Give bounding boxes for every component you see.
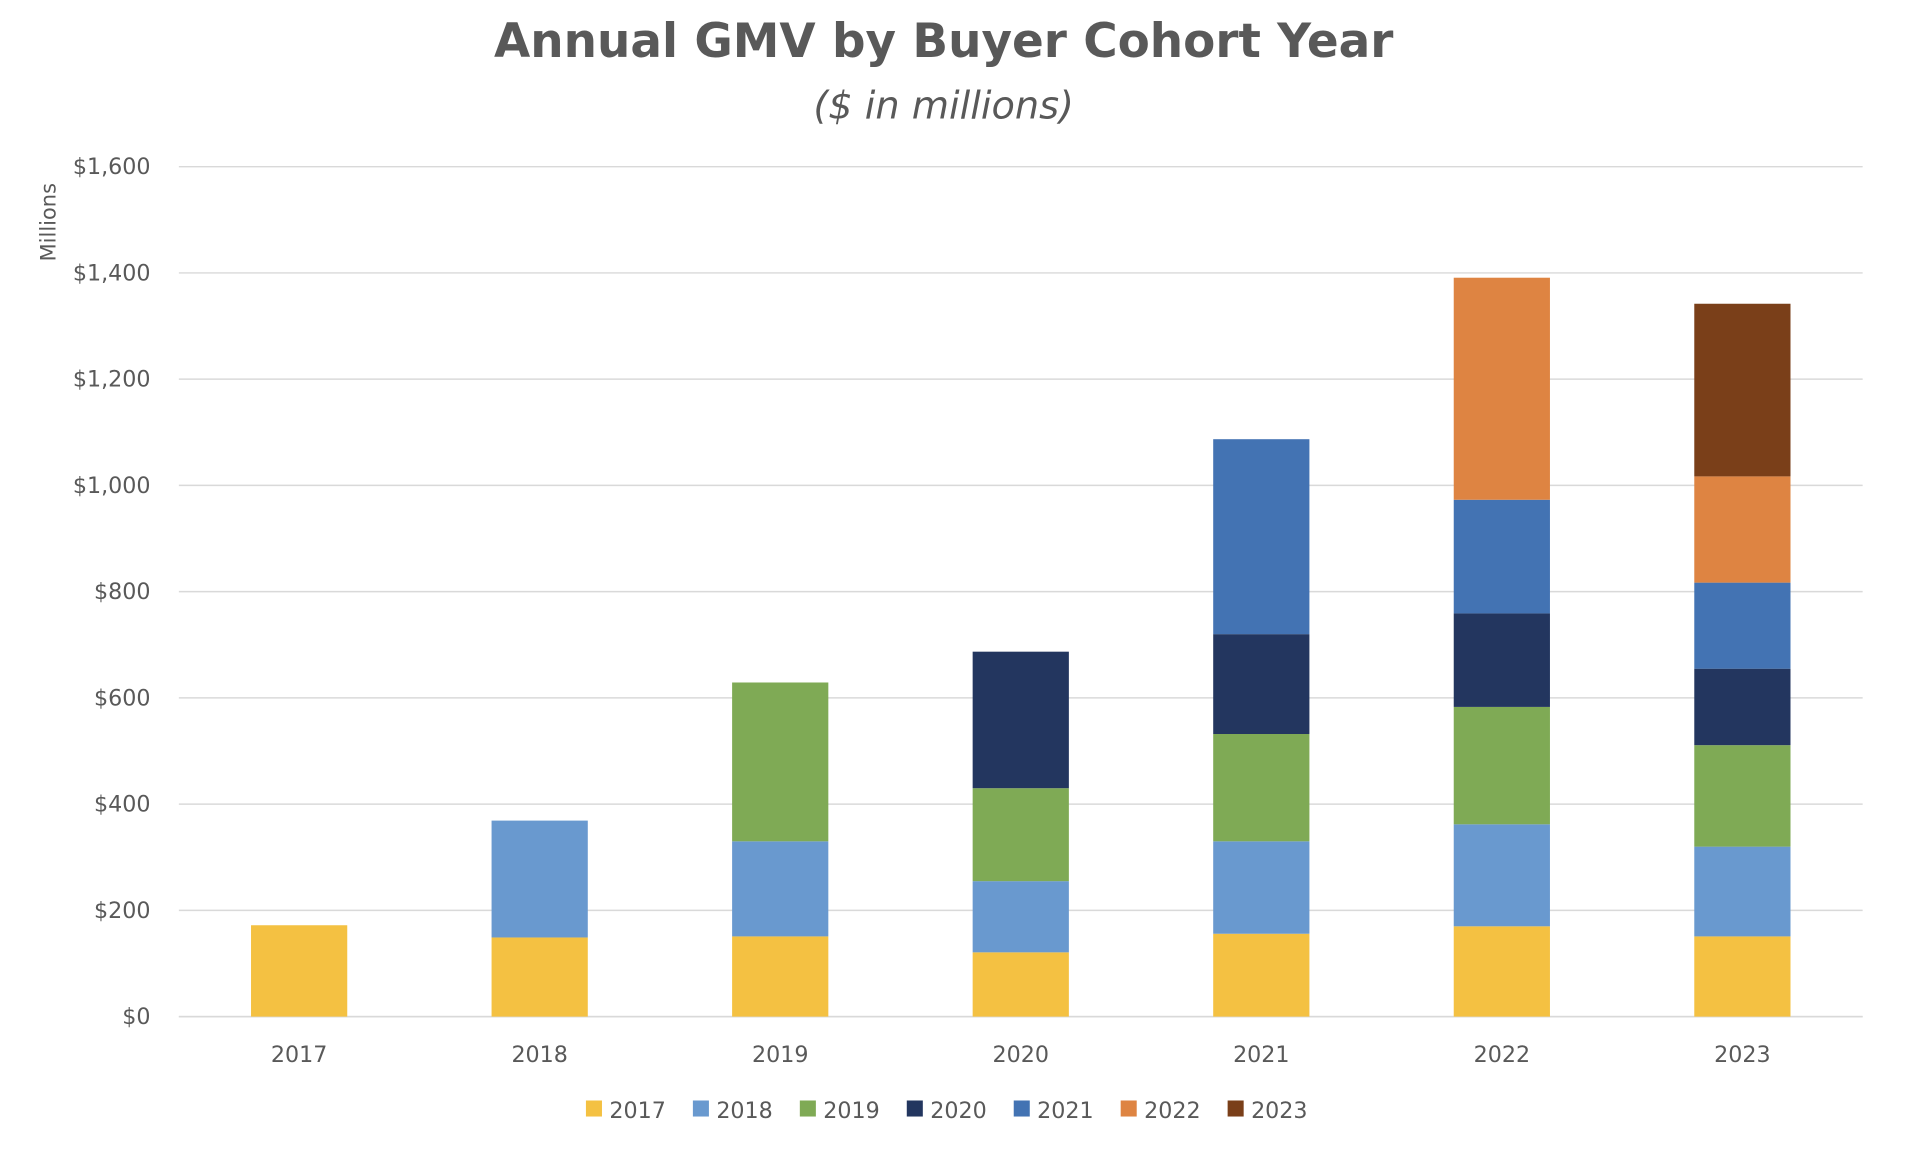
x-tick-label: 2023 — [1714, 1042, 1770, 1068]
y-tick-label: $1,000 — [73, 473, 151, 499]
bar-segment-2022-cohort-2021 — [1453, 499, 1550, 614]
bar-segment-2021-cohort-2017 — [1213, 933, 1310, 1017]
y-tick-label: $600 — [94, 685, 150, 711]
bar-segment-2023-cohort-2018 — [1694, 846, 1791, 937]
legend-swatch — [799, 1100, 816, 1117]
bar-segment-2021-cohort-2020 — [1213, 634, 1310, 735]
y-axis-label: Millions — [37, 183, 61, 261]
y-axis-ticks: $0 $200 $400 $600 $800 $1,000 $1,200 $1,400 $1,6… — [73, 154, 151, 1030]
legend-label: 2022 — [1144, 1098, 1200, 1124]
legend-label: 2019 — [823, 1098, 879, 1124]
y-tick-label: $1,600 — [73, 154, 151, 180]
bar-segment-2018-cohort-2017 — [491, 937, 588, 1017]
bar-segment-2020-cohort-2019 — [972, 788, 1069, 882]
x-tick-label: 2020 — [993, 1042, 1049, 1068]
x-tick-label: 2021 — [1233, 1042, 1289, 1068]
bar-segment-2022-cohort-2017 — [1453, 926, 1550, 1017]
bar-segment-2022-cohort-2020 — [1453, 613, 1550, 707]
bar-segment-2020-cohort-2020 — [972, 651, 1069, 789]
bar-segment-2018-cohort-2018 — [491, 820, 588, 938]
y-tick-label: $0 — [122, 1004, 150, 1030]
bar-segment-2019-cohort-2018 — [732, 841, 829, 937]
bar-segment-2017-cohort-2017 — [251, 925, 348, 1017]
y-tick-label: $1,200 — [73, 367, 151, 393]
chart-subtitle: ($ in millions) — [813, 85, 1074, 129]
bar-segment-2020-cohort-2018 — [972, 881, 1069, 953]
legend-label: 2017 — [609, 1098, 665, 1124]
bar-segment-2023-cohort-2021 — [1694, 582, 1791, 669]
legend-label: 2020 — [930, 1098, 986, 1124]
legend-swatch — [692, 1100, 709, 1117]
bar-segment-2021-cohort-2019 — [1213, 734, 1310, 842]
gridlines — [178, 165, 1863, 1018]
legend-swatch — [906, 1100, 923, 1117]
y-tick-label: $1,400 — [73, 260, 151, 286]
bar-segment-2022-cohort-2022 — [1453, 277, 1550, 500]
bar-segment-2022-cohort-2018 — [1453, 824, 1550, 927]
bar-segment-2021-cohort-2021 — [1213, 439, 1310, 635]
bar-segment-2019-cohort-2017 — [732, 936, 829, 1017]
y-tick-label: $400 — [94, 792, 150, 818]
legend-swatch — [1013, 1100, 1030, 1117]
legend-label: 2023 — [1251, 1098, 1307, 1124]
x-tick-label: 2022 — [1474, 1042, 1530, 1068]
chart-title: Annual GMV by Buyer Cohort Year — [494, 14, 1393, 69]
bar-segment-2021-cohort-2018 — [1213, 841, 1310, 934]
bar-segment-2019-cohort-2019 — [732, 682, 829, 842]
bars — [251, 277, 1791, 1017]
bar-segment-2023-cohort-2023 — [1694, 303, 1791, 477]
legend-swatch — [1227, 1100, 1244, 1117]
y-tick-label: $200 — [94, 898, 150, 924]
bar-segment-2023-cohort-2017 — [1694, 936, 1791, 1017]
bar-segment-2023-cohort-2020 — [1694, 668, 1791, 746]
legend-label: 2018 — [716, 1098, 772, 1124]
bar-segment-2022-cohort-2019 — [1453, 706, 1550, 825]
x-tick-label: 2018 — [511, 1042, 567, 1068]
legend-label: 2021 — [1037, 1098, 1093, 1124]
x-tick-label: 2017 — [271, 1042, 327, 1068]
legend-swatch — [585, 1100, 602, 1117]
legend-swatch — [1120, 1100, 1137, 1117]
bar-segment-2023-cohort-2022 — [1694, 476, 1791, 583]
bar-segment-2023-cohort-2019 — [1694, 745, 1791, 847]
bar-segment-2020-cohort-2017 — [972, 952, 1069, 1017]
x-tick-label: 2019 — [752, 1042, 808, 1068]
y-tick-label: $800 — [94, 579, 150, 605]
x-axis-ticks: 2017 2018 2019 2020 2021 2022 2023 — [271, 1042, 1771, 1068]
legend: 2017 2018 2019 2020 2021 2022 2023 — [585, 1098, 1308, 1124]
